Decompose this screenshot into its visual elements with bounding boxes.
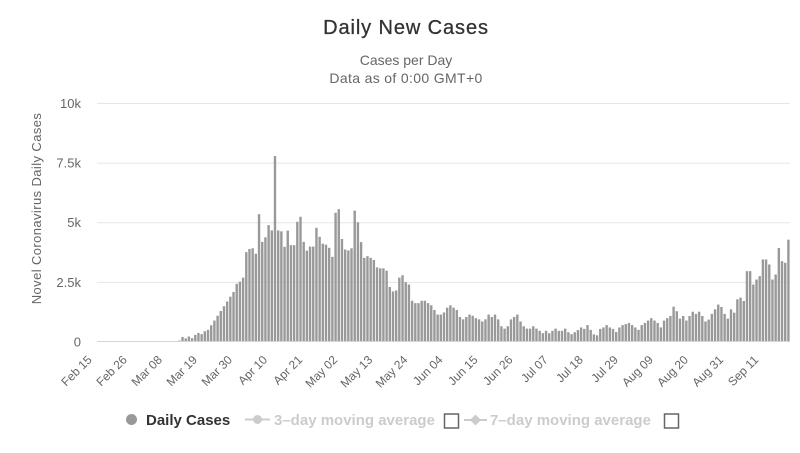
svg-text:Cases per Day: Cases per Day [360, 52, 453, 68]
svg-text:2.5k: 2.5k [56, 275, 81, 290]
svg-text:Data as of 0:00 GMT+0: Data as of 0:00 GMT+0 [329, 70, 482, 86]
svg-text:5k: 5k [67, 215, 81, 230]
svg-text:0: 0 [74, 335, 81, 350]
svg-text:3–day moving average: 3–day moving average [274, 412, 435, 429]
svg-text:7.5k: 7.5k [56, 156, 81, 171]
svg-text:Daily New Cases: Daily New Cases [323, 17, 489, 39]
svg-text:10k: 10k [60, 96, 81, 111]
svg-text:Novel Coronavirus Daily Cases: Novel Coronavirus Daily Cases [29, 113, 44, 305]
svg-text:7–day moving average: 7–day moving average [490, 412, 651, 429]
svg-text:Daily Cases: Daily Cases [146, 412, 230, 429]
